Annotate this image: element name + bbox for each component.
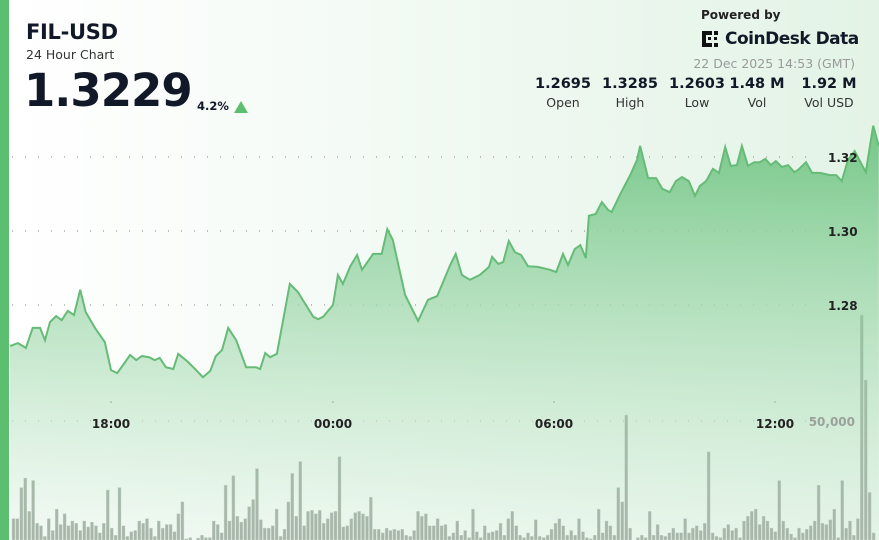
price-change: 4.2% <box>197 99 229 113</box>
chart-subtitle: 24 Hour Chart <box>26 47 115 62</box>
volume-tick-label: 50,000 <box>809 415 855 429</box>
accent-bar <box>0 0 9 540</box>
stat-label: Vol <box>747 95 767 110</box>
stat-vol-usd: 1.92 M Vol USD <box>794 76 864 110</box>
timestamp: 22 Dec 2025 14:53 (GMT) <box>693 56 855 71</box>
stat-label: Open <box>546 95 580 110</box>
y-tick-label: 1.30 <box>828 225 858 239</box>
stat-value: 1.2603 <box>669 76 725 92</box>
x-tick-label: 18:00 <box>92 417 130 431</box>
stat-low: 1.2603 Low <box>662 76 732 110</box>
coindesk-logo-icon <box>702 31 718 47</box>
powered-by: Powered by <box>701 8 781 22</box>
stat-open: 1.2695 Open <box>528 76 598 110</box>
stat-label: Vol USD <box>804 95 854 110</box>
x-tick-label: 06:00 <box>535 417 573 431</box>
stat-value: 1.48 M <box>729 76 785 92</box>
pair-title: FIL-USD <box>26 20 118 44</box>
current-price: 1.3229 <box>24 64 193 117</box>
stat-label: High <box>615 95 645 110</box>
stat-value: 1.2695 <box>535 76 591 92</box>
stat-label: Low <box>684 95 710 110</box>
stat-value: 1.92 M <box>801 76 857 92</box>
price-line <box>9 125 879 379</box>
brand-name: CoinDesk Data <box>725 29 859 49</box>
y-tick-label: 1.28 <box>828 299 858 313</box>
x-tick-label: 00:00 <box>314 417 352 431</box>
x-tick-label: 12:00 <box>756 417 794 431</box>
y-tick-label: 1.32 <box>828 151 858 165</box>
stat-vol: 1.48 M Vol <box>722 76 792 110</box>
coindesk-logo: CoinDesk Data <box>701 29 859 49</box>
stat-value: 1.3285 <box>602 76 658 92</box>
price-area <box>9 125 879 540</box>
stat-high: 1.3285 High <box>595 76 665 110</box>
up-arrow-icon <box>234 101 248 113</box>
